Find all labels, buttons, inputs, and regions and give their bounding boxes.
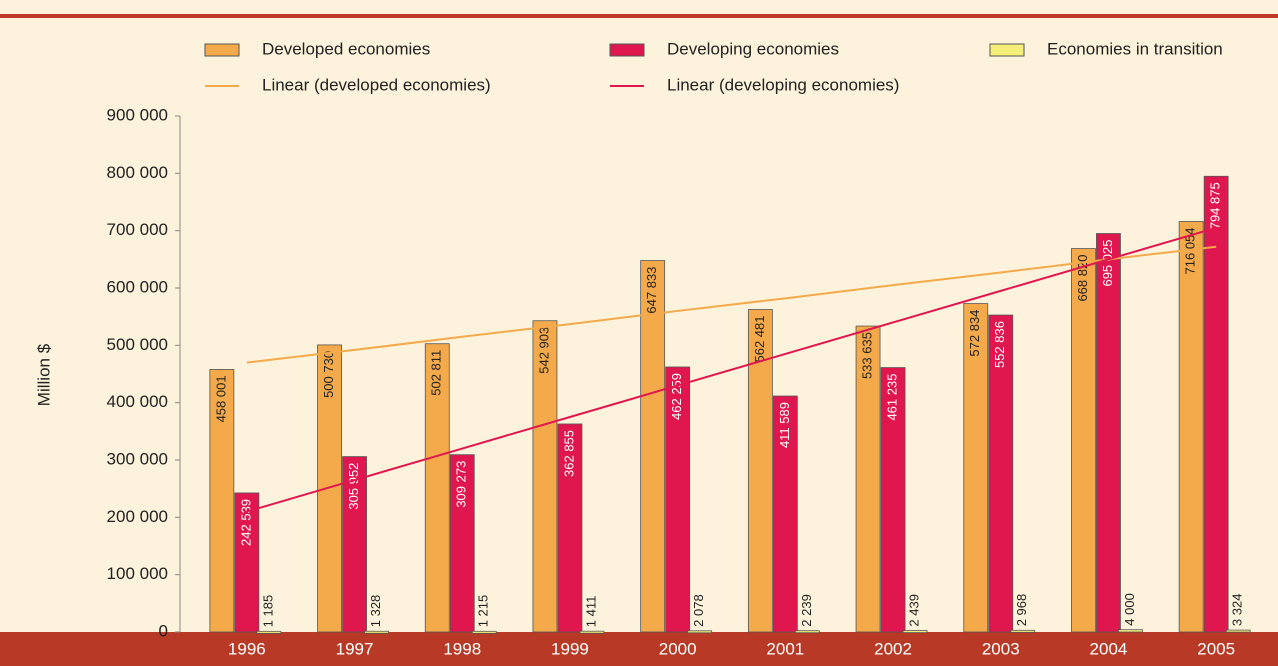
- value-label: 500 730: [321, 351, 336, 398]
- x-tick-label: 2000: [659, 639, 697, 658]
- legend-swatch: [204, 43, 240, 57]
- bar: [1010, 629, 1036, 633]
- y-tick-label: 700 000: [107, 220, 168, 239]
- value-label: 362 855: [561, 430, 576, 477]
- legend-label: Developing economies: [667, 39, 839, 58]
- bar: [234, 492, 260, 633]
- bar: [256, 630, 282, 634]
- x-tick-label: 2003: [982, 639, 1020, 658]
- bar: [1071, 248, 1096, 633]
- value-label: 2 439: [906, 594, 921, 627]
- value-label: 461 235: [884, 374, 899, 421]
- y-tick-label: 300 000: [107, 449, 168, 468]
- value-label: 533 635: [859, 332, 874, 379]
- value-label: 462 259: [669, 373, 684, 420]
- bar: [342, 456, 367, 633]
- bar: [579, 630, 605, 634]
- value-label: 1 185: [260, 595, 275, 628]
- bar: [1118, 629, 1143, 633]
- value-label: 2 239: [799, 594, 814, 627]
- value-label: 4 000: [1122, 593, 1137, 626]
- trend-line: [246, 226, 1217, 513]
- value-label: 1 328: [368, 595, 383, 628]
- x-tick-label: 1996: [228, 639, 266, 658]
- y-tick-label: 400 000: [107, 392, 168, 411]
- value-label: 562 481: [752, 316, 767, 363]
- value-label: 2 078: [691, 594, 706, 627]
- legend-label: Economies in transition: [1047, 39, 1223, 58]
- bar: [424, 343, 450, 633]
- bar: [855, 325, 881, 633]
- value-label: 3 324: [1230, 594, 1245, 627]
- trend-line: [246, 245, 1217, 364]
- value-label: 542 903: [536, 327, 551, 374]
- bar: [532, 320, 558, 633]
- value-label: 572 834: [967, 310, 982, 357]
- value-label: 695 025: [1100, 240, 1115, 287]
- bar: [317, 344, 342, 633]
- bar: [364, 630, 389, 634]
- x-tick-label: 2001: [766, 639, 804, 658]
- value-label: 502 811: [429, 350, 444, 396]
- bar: [963, 303, 989, 633]
- value-label: 1 215: [476, 595, 491, 628]
- bar: [772, 395, 798, 633]
- x-tick-label: 2002: [874, 639, 912, 658]
- bar: [902, 630, 928, 634]
- value-label: 647 833: [644, 267, 659, 314]
- bar: [471, 630, 497, 634]
- bar: [1178, 221, 1204, 633]
- bar: [209, 369, 235, 633]
- value-label: 411 589: [777, 402, 792, 448]
- y-tick-label: 800 000: [107, 163, 168, 182]
- bar: [557, 423, 583, 633]
- y-tick-label: 900 000: [107, 105, 168, 124]
- value-label: 794 875: [1208, 182, 1223, 229]
- y-tick-label: 0: [159, 621, 168, 640]
- x-band: [0, 632, 1278, 666]
- bar: [1203, 175, 1229, 633]
- bar: [794, 630, 820, 634]
- bar: [687, 630, 713, 634]
- value-label: 309 273: [454, 461, 469, 508]
- bar: [988, 314, 1014, 633]
- x-tick-label: 1999: [551, 639, 589, 658]
- value-label: 242 539: [238, 499, 253, 546]
- bar: [449, 454, 475, 633]
- y-tick-label: 600 000: [107, 277, 168, 296]
- legend-swatch: [609, 43, 645, 57]
- top-rule: [0, 14, 1278, 18]
- value-label: 2 968: [1014, 594, 1029, 627]
- value-label: 552 836: [992, 321, 1007, 368]
- x-tick-label: 1998: [443, 639, 481, 658]
- y-axis-label: Million $: [34, 343, 53, 406]
- bar: [640, 260, 666, 633]
- value-label: 1 411: [583, 596, 598, 628]
- y-tick-label: 200 000: [107, 507, 168, 526]
- bar: [880, 367, 906, 633]
- value-label: 458 001: [213, 375, 228, 422]
- bar: [1225, 629, 1251, 633]
- legend-swatch: [989, 43, 1025, 57]
- y-tick-label: 100 000: [107, 564, 168, 583]
- bar: [1096, 233, 1121, 633]
- bar: [665, 366, 691, 633]
- legend-label: Linear (developing economies): [667, 75, 899, 94]
- x-tick-label: 1997: [336, 639, 374, 658]
- value-label: 305 952: [346, 463, 361, 510]
- x-tick-label: 2004: [1090, 639, 1128, 658]
- y-tick-label: 500 000: [107, 335, 168, 354]
- x-tick-label: 2005: [1197, 639, 1235, 658]
- legend-label: Linear (developed economies): [262, 75, 491, 94]
- legend-label: Developed economies: [262, 39, 430, 58]
- value-label: 716 054: [1183, 227, 1198, 274]
